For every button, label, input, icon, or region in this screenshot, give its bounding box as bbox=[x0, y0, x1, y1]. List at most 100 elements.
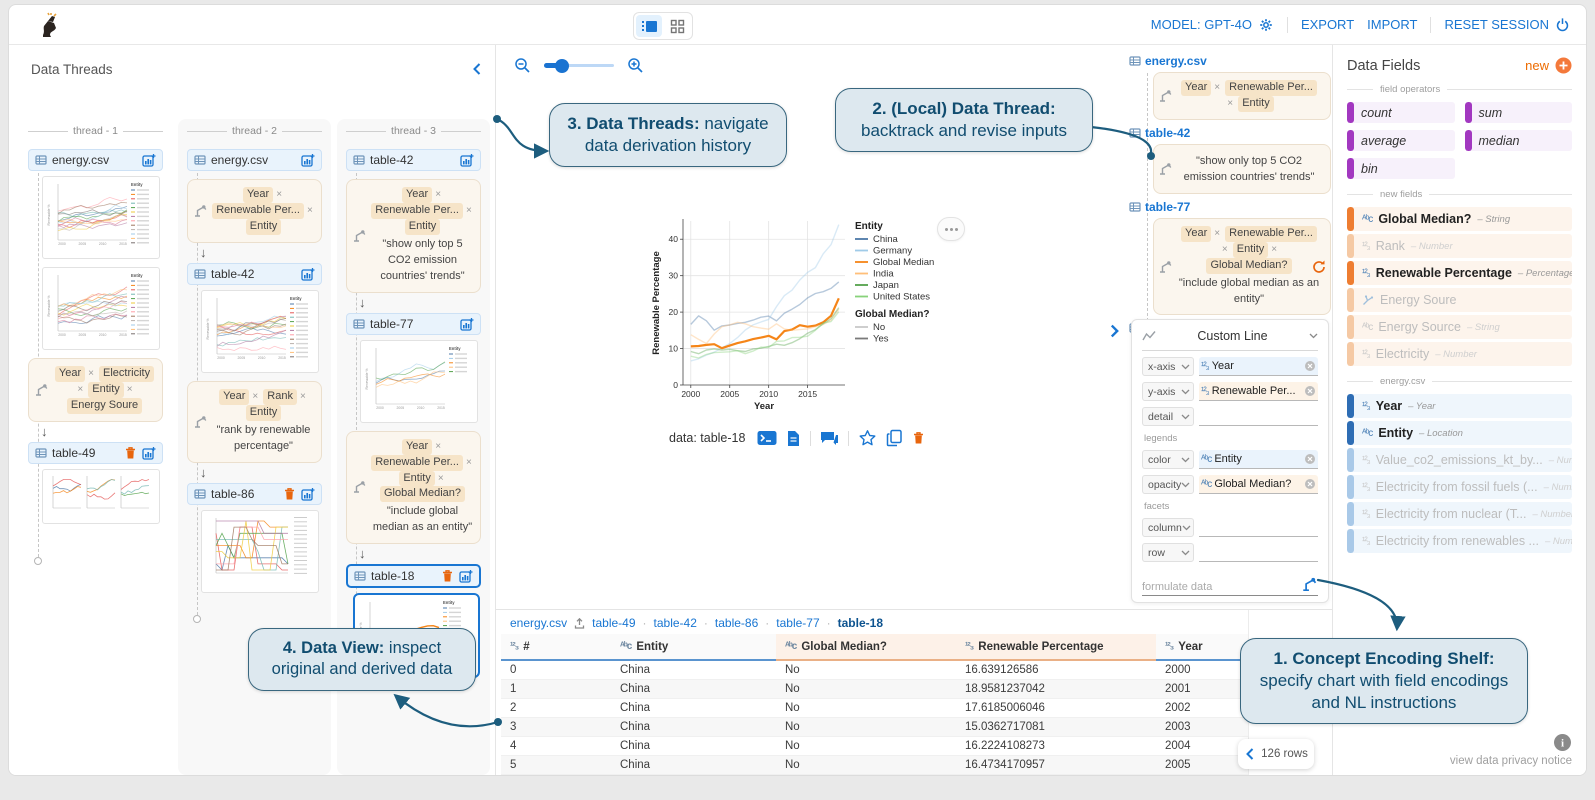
thread-table-card[interactable]: table-86 bbox=[187, 482, 322, 505]
field-item[interactable]: ¹²₃ Year – Year bbox=[1347, 394, 1572, 418]
trash-icon[interactable] bbox=[124, 446, 137, 460]
field-item[interactable]: ᴬᵇc Entity – Location bbox=[1347, 421, 1572, 445]
field-chip[interactable]: Entity bbox=[399, 470, 435, 487]
local-thread-table-link[interactable]: table-77 bbox=[1129, 200, 1331, 214]
gear-icon[interactable] bbox=[1258, 17, 1274, 33]
thread-table-card[interactable]: energy.csv bbox=[187, 149, 322, 171]
field-chip[interactable]: Renewable Per... bbox=[1225, 80, 1317, 96]
field-chip[interactable]: Year bbox=[1181, 80, 1212, 96]
plus-circle-icon[interactable] bbox=[1555, 57, 1572, 74]
table-tab-table-42[interactable]: table-42 bbox=[653, 616, 697, 630]
field-chip[interactable]: Entity bbox=[1238, 95, 1274, 112]
remove-chip-icon[interactable]: × bbox=[1214, 82, 1221, 93]
table-pager[interactable]: 126 rows bbox=[1238, 739, 1314, 769]
encoding-slot-opacity[interactable]: ᴬᵇc Global Median? bbox=[1199, 475, 1318, 494]
chevron-down-icon[interactable] bbox=[1309, 333, 1318, 339]
clear-field-icon[interactable] bbox=[1304, 360, 1316, 372]
table-tab-table-18[interactable]: table-18 bbox=[837, 616, 883, 630]
field-chip[interactable]: Entity bbox=[404, 218, 441, 235]
column-header-Year[interactable]: ¹²₃ Year bbox=[1156, 634, 1248, 661]
field-chip[interactable]: Entity bbox=[1232, 241, 1269, 258]
create-chart-icon[interactable] bbox=[301, 267, 315, 281]
local-thread-table-link[interactable]: table-42 bbox=[1129, 126, 1331, 140]
remove-chip-icon[interactable]: × bbox=[465, 456, 472, 468]
formulate-data-input[interactable]: formulate data bbox=[1142, 576, 1318, 596]
concept-card[interactable]: Year× Renewable Per...× Entity× Global M… bbox=[1153, 217, 1331, 316]
field-chip[interactable]: Renewable Per... bbox=[1225, 225, 1317, 242]
thread-table-card[interactable]: table-18 bbox=[346, 564, 481, 589]
trash-icon[interactable] bbox=[912, 431, 925, 445]
field-chip[interactable]: Year bbox=[401, 187, 433, 203]
create-chart-icon[interactable] bbox=[460, 317, 474, 331]
remove-chip-icon[interactable]: × bbox=[465, 204, 472, 216]
remove-chip-icon[interactable]: × bbox=[126, 383, 133, 395]
remove-chip-icon[interactable]: × bbox=[276, 189, 283, 200]
field-chip[interactable]: Rank bbox=[263, 388, 297, 405]
remove-chip-icon[interactable]: × bbox=[437, 472, 444, 484]
power-icon[interactable] bbox=[1555, 17, 1570, 32]
chart-type-selector[interactable]: Custom Line bbox=[1142, 329, 1318, 351]
remove-chip-icon[interactable]: × bbox=[435, 440, 442, 452]
concept-card[interactable]: Year × Rank × Entity "rank by renewable pe… bbox=[187, 380, 322, 463]
thread-table-card[interactable]: table-42 bbox=[346, 149, 481, 171]
field-item[interactable]: ¹²₃ Value_co2_emissions_kt_by... – Number bbox=[1347, 448, 1572, 472]
channel-select-row[interactable]: row bbox=[1142, 543, 1194, 562]
field-chip[interactable]: Renewable Per... bbox=[371, 454, 463, 471]
chevron-left-icon[interactable] bbox=[1244, 747, 1256, 761]
document-icon[interactable] bbox=[786, 430, 801, 447]
concept-card[interactable]: Year× Renewable Per...× Entity bbox=[1153, 72, 1331, 120]
encoding-slot-row[interactable] bbox=[1199, 543, 1318, 562]
chat-icon[interactable] bbox=[820, 430, 839, 446]
field-item[interactable]: ᴬᵇc Energy Source – String bbox=[1347, 315, 1572, 339]
thread-table-card[interactable]: table-77 bbox=[346, 312, 481, 335]
chart-thumbnail[interactable] bbox=[201, 509, 319, 593]
remove-chip-icon[interactable]: × bbox=[88, 368, 94, 379]
column-header-Renewable Percentage[interactable]: ¹²₃ Renewable Percentage bbox=[956, 634, 1156, 661]
field-item[interactable]: Energy Soure bbox=[1347, 288, 1572, 312]
chart-thumbnail[interactable]: Renewable % 2000 2005 2010 2015 Entity bbox=[360, 339, 478, 423]
operator-count[interactable]: count bbox=[1347, 102, 1455, 123]
remove-chip-icon[interactable]: × bbox=[1214, 227, 1221, 239]
create-chart-icon[interactable] bbox=[142, 446, 156, 460]
operator-median[interactable]: median bbox=[1464, 130, 1572, 151]
concept-card[interactable]: Year× Renewable Per...× Entity× Global M… bbox=[346, 430, 481, 545]
app-logo-icon[interactable] bbox=[35, 12, 62, 39]
remove-chip-icon[interactable]: × bbox=[1227, 97, 1234, 109]
copy-icon[interactable] bbox=[886, 429, 903, 447]
field-chip[interactable]: Year bbox=[54, 366, 86, 382]
field-chip[interactable]: Global Median? bbox=[379, 486, 466, 503]
concept-card[interactable]: Year × Electricity× Entity × Energy Soure bbox=[28, 358, 163, 422]
column-header-Global Median?[interactable]: ᴬᵇc Global Median? bbox=[776, 634, 956, 661]
chart-thumbnail[interactable]: Renewable % 2000 2005 2010 2015 Entity bbox=[42, 176, 160, 259]
trash-icon[interactable] bbox=[441, 569, 454, 583]
column-header-#[interactable]: ¹²₃ # bbox=[501, 634, 611, 661]
expand-local-thread-icon[interactable] bbox=[1108, 323, 1121, 339]
collapse-threads-icon[interactable] bbox=[471, 62, 483, 76]
field-item[interactable]: ᴬᵇc Global Median? – String bbox=[1347, 207, 1572, 231]
field-chip[interactable]: Entity bbox=[88, 381, 124, 398]
table-tab-energy.csv[interactable]: energy.csv bbox=[510, 616, 568, 630]
operator-average[interactable]: average bbox=[1347, 130, 1455, 151]
remove-chip-icon[interactable]: × bbox=[1221, 243, 1228, 255]
column-header-Entity[interactable]: ᴬᵇc Entity bbox=[611, 634, 776, 661]
encoding-slot-y-axis[interactable]: ¹²₃ Renewable Per... bbox=[1199, 382, 1318, 401]
operator-bin[interactable]: bin bbox=[1347, 158, 1455, 179]
field-chip[interactable]: Global Median? bbox=[1206, 257, 1292, 274]
rerun-icon[interactable] bbox=[1311, 259, 1327, 275]
remove-chip-icon[interactable]: × bbox=[252, 390, 259, 402]
thread-table-card[interactable]: table-49 bbox=[28, 441, 163, 464]
field-item[interactable]: ¹²₃ Electricity from nuclear (T... – Numbe… bbox=[1347, 502, 1572, 526]
thread-table-card[interactable]: energy.csv bbox=[28, 149, 163, 171]
chart-thumbnail[interactable]: Renewable % 2000 2005 2010 2015 Entity bbox=[201, 289, 319, 373]
create-chart-icon[interactable] bbox=[301, 487, 315, 501]
zoom-slider[interactable] bbox=[544, 58, 614, 73]
concept-card[interactable]: Year × Renewable Per... × Entity "show onl… bbox=[346, 179, 481, 293]
formulate-submit-icon[interactable] bbox=[1301, 576, 1318, 593]
field-chip[interactable]: Entity bbox=[245, 218, 282, 235]
remove-chip-icon[interactable]: × bbox=[306, 204, 313, 216]
remove-chip-icon[interactable]: × bbox=[1271, 243, 1278, 255]
clear-field-icon[interactable] bbox=[1304, 478, 1316, 490]
field-chip[interactable]: Renewable Per... bbox=[371, 202, 463, 219]
field-chip[interactable]: Year bbox=[1181, 225, 1212, 242]
model-button[interactable]: MODEL: GPT-4O bbox=[1151, 17, 1274, 33]
